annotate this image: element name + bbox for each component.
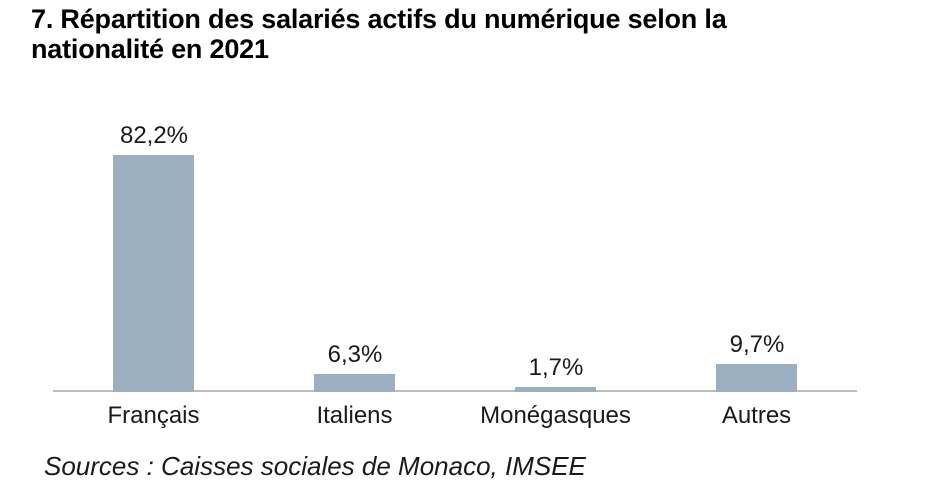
chart-title: 7. Répartition des salariés actifs du nu… [31,4,911,64]
chart-title-line-1: 7. Répartition des salariés actifs du nu… [31,4,727,34]
bar-value-label: 82,2% [119,122,189,149]
chart-title-line-2: nationalité en 2021 [31,34,269,64]
bar-value-label: 6,3% [327,341,383,368]
x-axis-line [53,390,857,392]
category-label: Français [107,402,200,429]
bar-monegasques [515,387,596,392]
bar-italiens [314,374,395,392]
category-label: Autres [721,402,792,429]
category-label: Italiens [316,402,393,429]
bar-value-label: 9,7% [729,331,785,358]
bar-francais [113,155,194,392]
bar-value-label: 1,7% [528,354,584,381]
category-label: Monégasques [480,402,631,429]
bar-autres [716,364,797,392]
x-axis-category-labels: Français Italiens Monégasques Autres [53,402,857,432]
plot-area: 82,2% 6,3% 1,7% 9,7% [53,110,857,392]
source-note: Sources : Caisses sociales de Monaco, IM… [44,451,586,481]
